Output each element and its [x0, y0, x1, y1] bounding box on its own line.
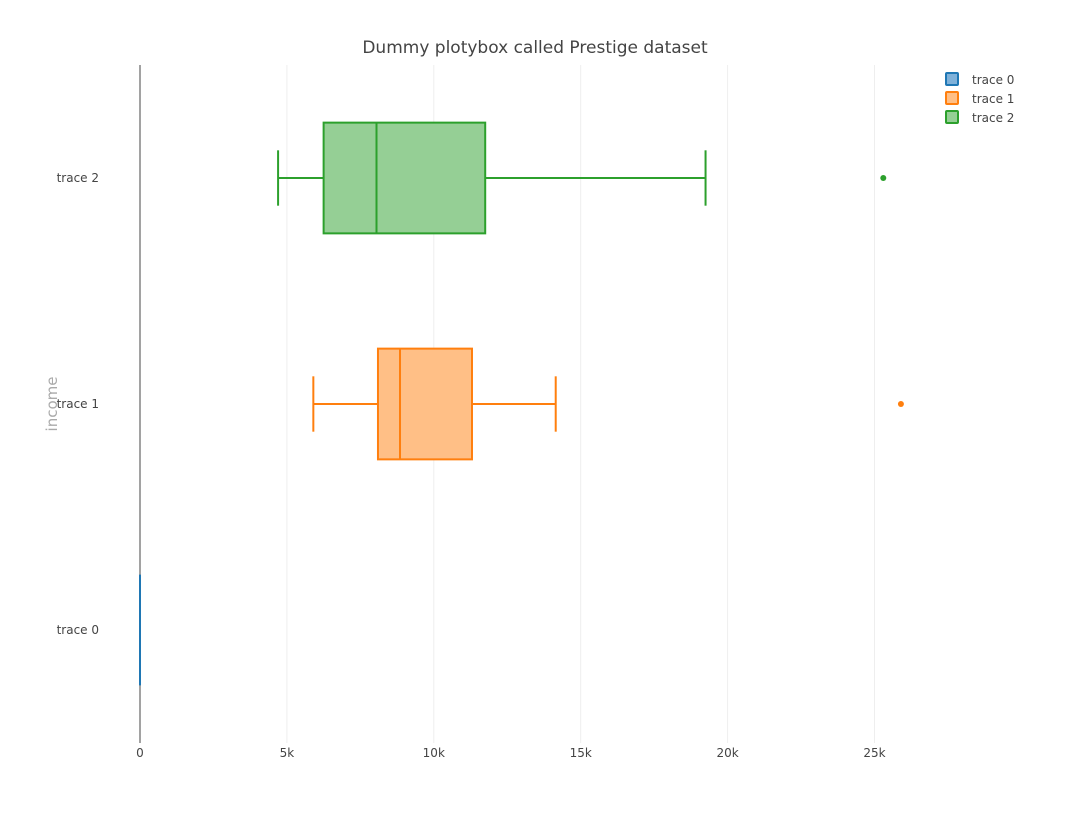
legend-item-trace-0[interactable]: trace 0: [945, 72, 1014, 87]
legend-label: trace 1: [972, 92, 1014, 106]
x-tick-label: 0: [136, 746, 144, 760]
x-tick-label: 5k: [280, 746, 295, 760]
legend[interactable]: trace 0 trace 1 trace 2: [945, 72, 1014, 125]
legend-item-trace-1[interactable]: trace 1: [945, 91, 1014, 106]
y-tick-label: trace 0: [57, 623, 99, 637]
box-layer: [139, 121, 904, 686]
box[interactable]: [322, 121, 487, 235]
x-tick-label: 15k: [570, 746, 592, 760]
y-tick-label: trace 2: [57, 171, 99, 185]
box[interactable]: [376, 347, 473, 461]
x-tick-label: 20k: [716, 746, 738, 760]
legend-swatch: [945, 72, 959, 86]
legend-swatch: [945, 110, 959, 124]
outlier-point[interactable]: [897, 401, 904, 407]
y-axis-title: income: [43, 377, 61, 432]
box-series-trace-2[interactable]: [277, 121, 887, 235]
chart-title: Dummy plotybox called Prestige dataset: [362, 38, 708, 58]
axis-layer: 0 5k 10k 15k 20k 25k trace 0 trace 1 trace 2: [57, 65, 886, 760]
x-tick-label: 10k: [423, 746, 445, 760]
x-tick-label: 25k: [863, 746, 885, 760]
box-series-trace-1[interactable]: [312, 347, 904, 461]
legend-label: trace 0: [972, 73, 1014, 87]
outlier-point[interactable]: [880, 175, 887, 181]
legend-label: trace 2: [972, 111, 1014, 125]
legend-swatch: [945, 91, 959, 105]
legend-item-trace-2[interactable]: trace 2: [945, 110, 1014, 125]
y-tick-label: trace 1: [57, 397, 99, 411]
